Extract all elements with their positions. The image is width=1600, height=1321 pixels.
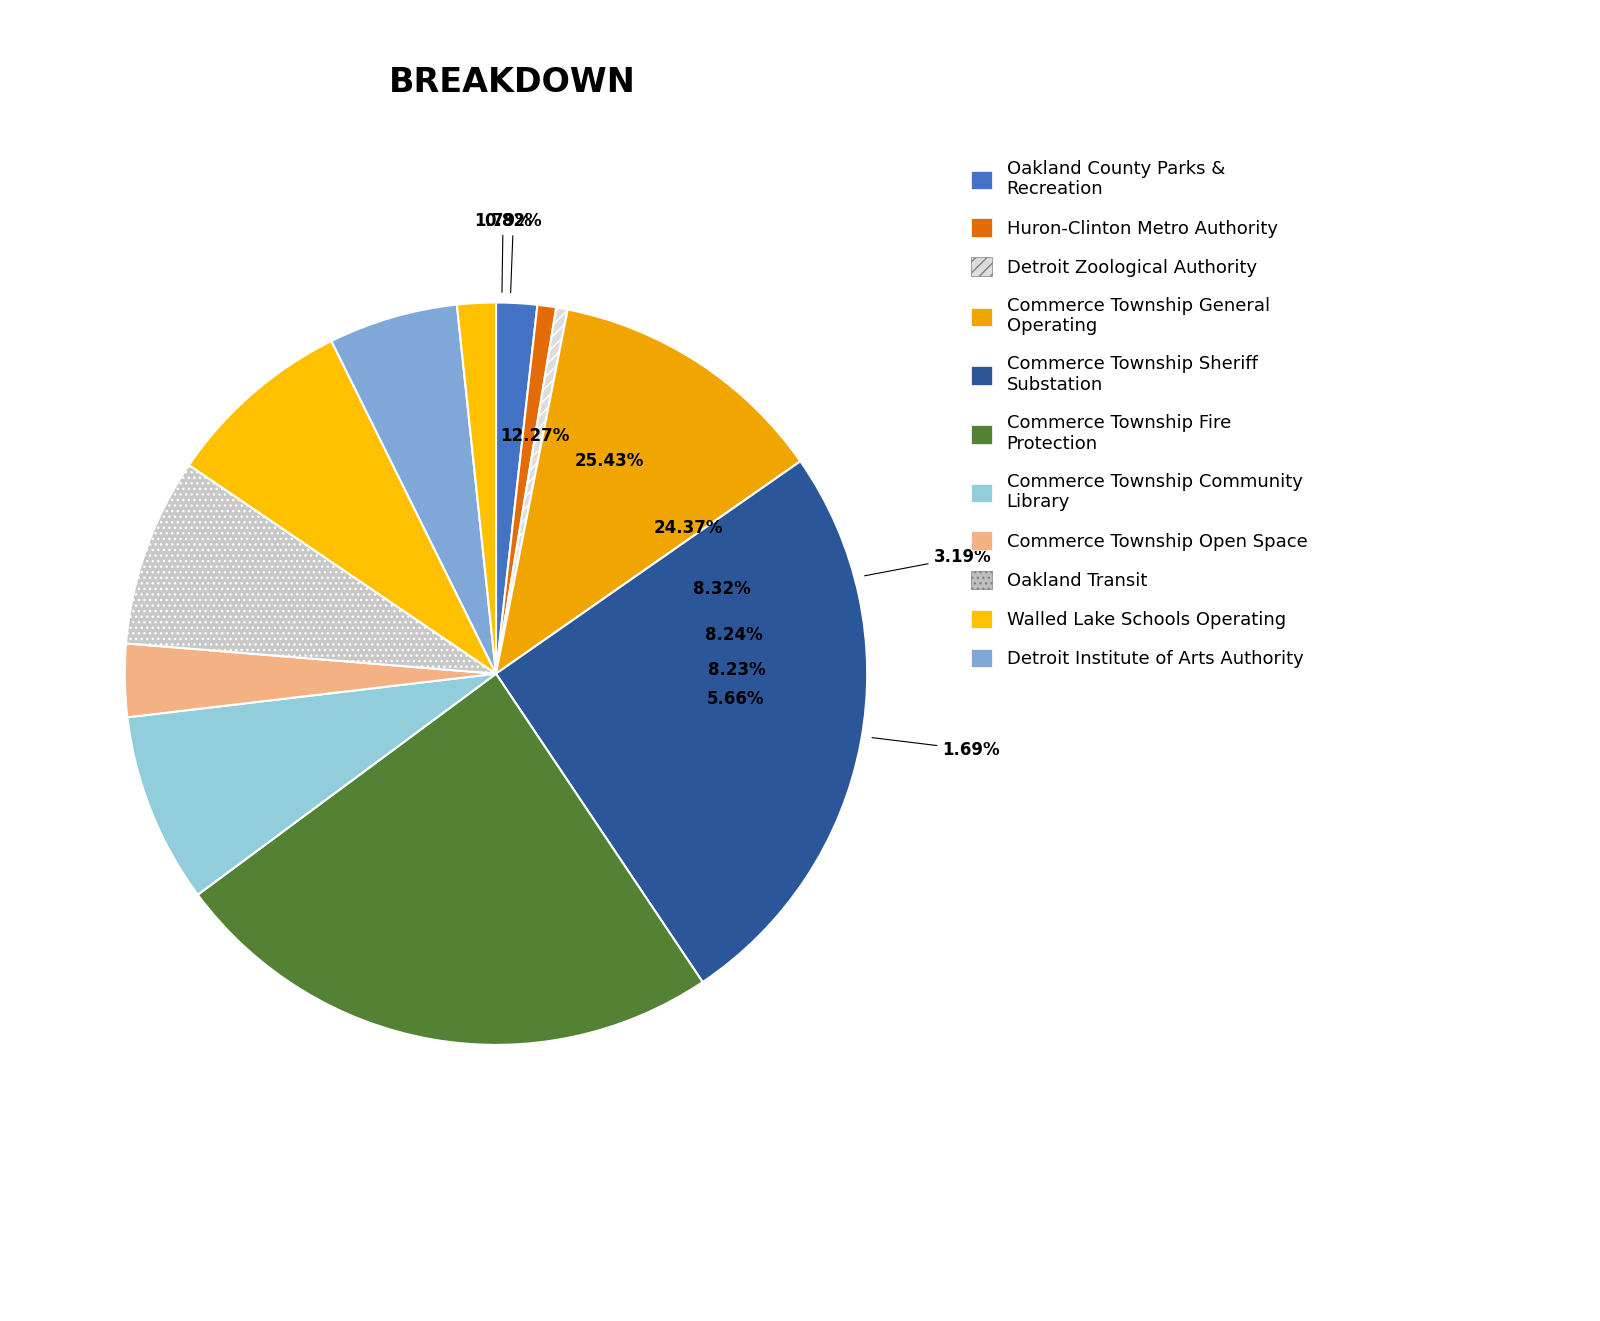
Wedge shape (496, 461, 867, 982)
Wedge shape (125, 643, 496, 717)
Wedge shape (458, 303, 496, 674)
Text: 1.79%: 1.79% (474, 211, 531, 292)
Text: 24.37%: 24.37% (654, 519, 723, 538)
Text: 1.69%: 1.69% (872, 737, 1000, 758)
Legend: Oakland County Parks &
Recreation, Huron-Clinton Metro Authority, Detroit Zoolog: Oakland County Parks & Recreation, Huron… (971, 160, 1307, 668)
Text: 8.24%: 8.24% (706, 626, 763, 645)
Text: 25.43%: 25.43% (574, 452, 645, 470)
Wedge shape (331, 305, 496, 674)
Text: 12.27%: 12.27% (501, 427, 570, 445)
Wedge shape (128, 674, 496, 894)
Wedge shape (126, 465, 496, 674)
Wedge shape (496, 309, 800, 674)
Wedge shape (189, 341, 496, 674)
Wedge shape (496, 305, 557, 674)
Wedge shape (496, 303, 538, 674)
Text: 3.19%: 3.19% (864, 548, 992, 576)
Text: 8.23%: 8.23% (709, 660, 766, 679)
Text: 0.82%: 0.82% (485, 213, 542, 292)
Text: 8.32%: 8.32% (693, 580, 750, 597)
Text: BREAKDOWN: BREAKDOWN (389, 66, 635, 99)
Text: 5.66%: 5.66% (707, 690, 765, 708)
Wedge shape (198, 674, 702, 1045)
Wedge shape (496, 308, 568, 674)
